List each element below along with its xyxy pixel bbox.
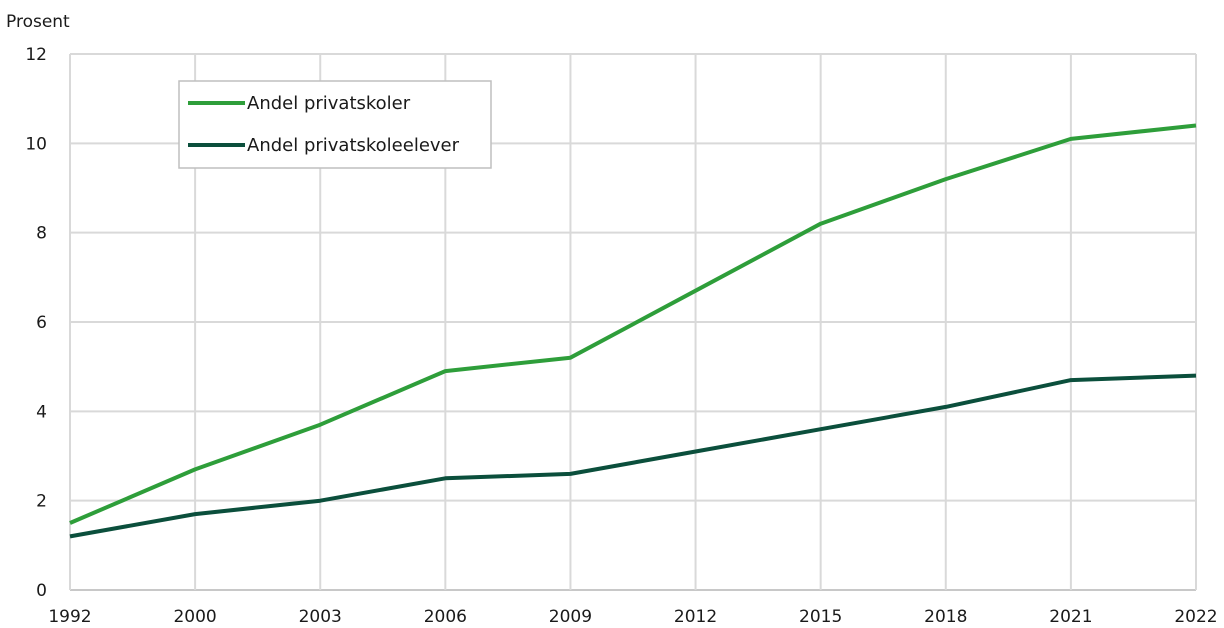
x-tick-label: 2006	[424, 607, 467, 627]
x-tick-label: 2015	[799, 607, 842, 627]
y-axis-title: Prosent	[6, 12, 70, 32]
series-line-2	[69, 373, 1197, 539]
x-tick-label: 2009	[549, 607, 592, 627]
y-tick-label: 10	[25, 134, 47, 154]
x-tick-label: 2012	[674, 607, 717, 627]
x-tick-label: 2022	[1174, 607, 1217, 627]
x-tick-label: 1992	[48, 607, 91, 627]
legend: Andel privatskoler Andel privatskoleeleve…	[178, 80, 492, 169]
y-axis-ticks: 0 2 4 6 8 10 12	[25, 45, 47, 601]
series-lines	[69, 123, 1197, 539]
x-tick-label: 2021	[1049, 607, 1092, 627]
y-tick-label: 4	[36, 402, 47, 422]
y-tick-label: 8	[36, 224, 47, 244]
y-tick-label: 12	[25, 45, 47, 65]
x-tick-label: 2018	[924, 607, 967, 627]
x-tick-label: 2000	[173, 607, 216, 627]
x-axis-ticks: 1992 2000 2003 2006 2009 2012 2015 2018 2021 2022	[48, 607, 1217, 627]
y-tick-label: 2	[36, 492, 47, 512]
series-line-1	[69, 123, 1197, 525]
legend-label: Andel privatskoler	[247, 93, 411, 114]
y-tick-label: 6	[36, 313, 47, 333]
x-tick-label: 2003	[299, 607, 342, 627]
y-tick-label: 0	[36, 581, 47, 601]
legend-label: Andel privatskoleelever	[247, 135, 460, 156]
legend-box	[178, 80, 492, 169]
